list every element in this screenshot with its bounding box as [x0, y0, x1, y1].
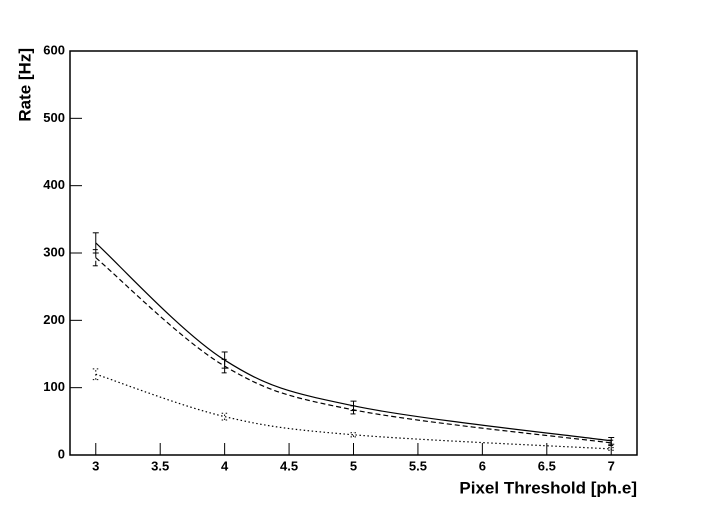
- series-line: [95, 242, 612, 442]
- error-bar: [92, 368, 99, 381]
- y-tick-label: 100: [43, 379, 65, 394]
- x-tick-label: 4.5: [280, 458, 298, 473]
- error-bar: [221, 358, 228, 374]
- error-bar: [350, 432, 357, 438]
- error-bar: [608, 439, 615, 447]
- x-tick-label: 3: [92, 458, 99, 473]
- x-tick-label: 7: [608, 458, 615, 473]
- y-axis-title: Rate [Hz]: [15, 48, 34, 122]
- y-tick-label: 600: [43, 42, 65, 57]
- x-tick-label: 5: [350, 458, 357, 473]
- x-tick-label: 4: [221, 458, 229, 473]
- error-bar: [221, 412, 228, 421]
- plot-frame: [69, 50, 638, 456]
- y-tick-label: 200: [43, 312, 65, 327]
- error-bar: [350, 405, 357, 415]
- series-line: [95, 257, 612, 444]
- x-tick-label: 5.5: [409, 458, 427, 473]
- error-bar: [608, 447, 615, 451]
- series-line: [95, 373, 612, 450]
- y-tick-label: 500: [43, 110, 65, 125]
- x-tick-label: 6.5: [538, 458, 556, 473]
- y-tick-label: 300: [43, 244, 65, 259]
- x-tick-label: 6: [479, 458, 486, 473]
- error-bar: [92, 249, 99, 267]
- x-axis-title: Pixel Threshold [ph.e]: [459, 478, 637, 497]
- x-tick-label: 3.5: [151, 458, 169, 473]
- y-tick-label: 400: [43, 177, 65, 192]
- y-tick-label: 0: [58, 446, 65, 461]
